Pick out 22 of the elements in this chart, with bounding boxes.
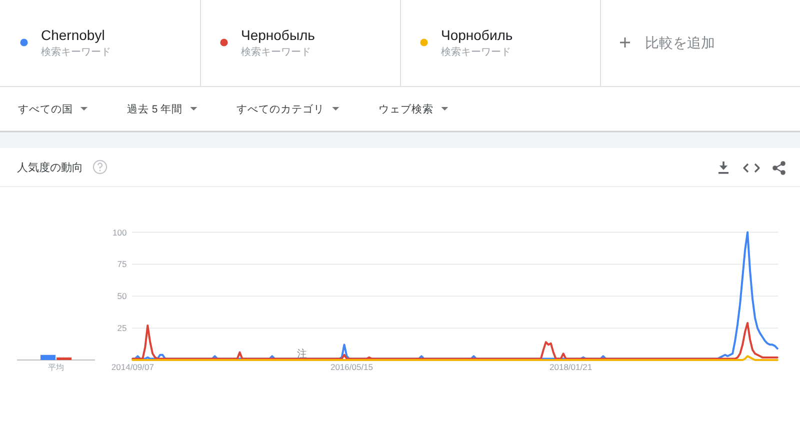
y-tick-label: 25	[117, 323, 127, 334]
text: すべての国	[18, 104, 73, 116]
text: 検索キーワード	[241, 46, 311, 58]
x-tick-label: 平均	[48, 363, 64, 372]
line-series	[132, 322, 778, 360]
text: 検索キーワード	[41, 46, 111, 58]
legend-label: Чернобыль	[241, 27, 315, 43]
annotation: 注	[296, 348, 307, 360]
legend-label: Chernobyl	[41, 27, 105, 43]
x-tick-label: 2014/09/07	[111, 362, 154, 372]
text: すべてのカテゴリ	[236, 104, 325, 116]
text: ウェブ検索	[378, 102, 434, 116]
text: 過去 5 年間	[127, 102, 183, 116]
y-tick-label: 50	[117, 291, 127, 302]
text: 検索キーワード	[441, 46, 511, 58]
chart-title: 人気度の動向	[17, 161, 83, 174]
y-tick-label: 75	[117, 259, 127, 270]
text: 比較を追加	[645, 34, 715, 50]
legend-label: Чорнобиль	[441, 27, 513, 43]
y-tick-label: 100	[112, 227, 127, 238]
x-tick-label: 2018/01/21	[550, 362, 592, 372]
x-tick-label: 2016/05/15	[330, 362, 374, 372]
